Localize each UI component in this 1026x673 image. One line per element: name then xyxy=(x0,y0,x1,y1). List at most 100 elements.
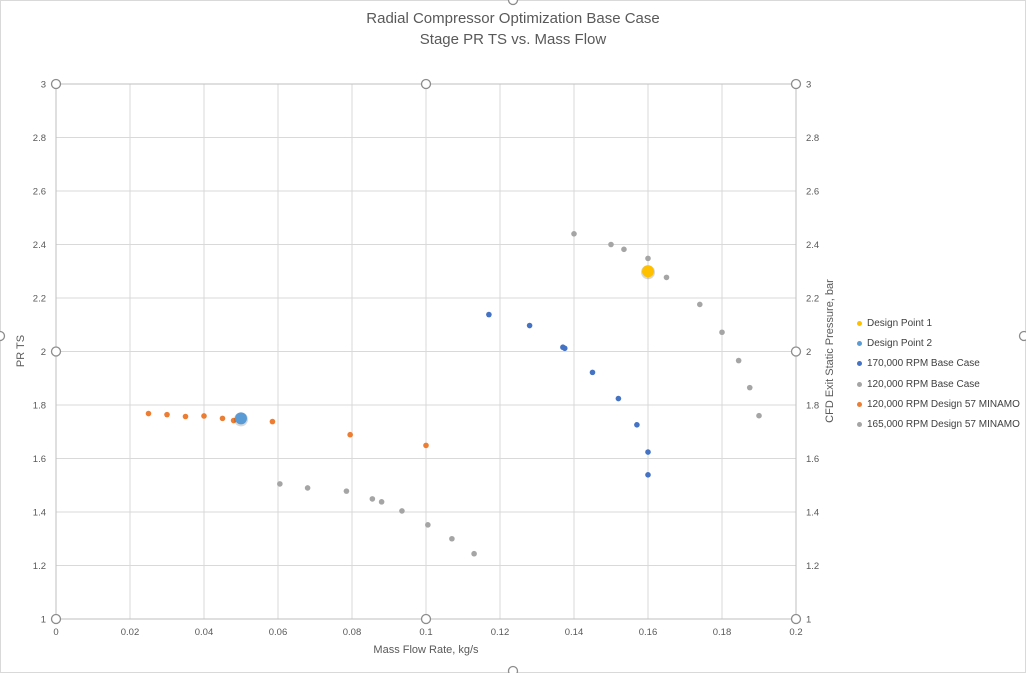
data-point xyxy=(230,417,237,424)
plot-resize-handle[interactable] xyxy=(50,346,62,357)
data-point xyxy=(486,311,492,318)
data-point xyxy=(526,322,533,329)
y-tick-label: 2 xyxy=(41,347,46,358)
data-point xyxy=(423,442,429,449)
legend-marker xyxy=(857,340,862,346)
y-tick-label: 1.2 xyxy=(33,561,46,572)
y2-tick-label: 2.6 xyxy=(806,187,819,198)
data-point xyxy=(201,413,207,419)
y-tick-label: 1 xyxy=(41,615,46,626)
chart-resize-handle[interactable] xyxy=(507,665,519,673)
legend-marker xyxy=(857,422,862,428)
data-point xyxy=(571,231,577,237)
design-point-marker xyxy=(235,412,247,425)
x-tick-label: 0.08 xyxy=(343,627,362,638)
data-point xyxy=(645,255,651,262)
data-point xyxy=(615,395,622,402)
y2-tick-label: 1.4 xyxy=(806,508,819,519)
y-tick-label: 1.4 xyxy=(33,508,46,519)
chart-subtitle: Stage PR TS vs. Mass Flow xyxy=(419,31,607,48)
chart-resize-handle[interactable] xyxy=(507,0,519,6)
chart-resize-handle[interactable] xyxy=(0,330,6,342)
plot-resize-handle[interactable] xyxy=(790,613,802,625)
y2-tick-label: 1 xyxy=(806,615,811,626)
gridlines xyxy=(55,83,797,620)
x-tick-label: 0 xyxy=(53,627,58,638)
x-tick-label: 0.18 xyxy=(713,627,732,638)
y-tick-label: 1.6 xyxy=(33,454,46,465)
legend-label: 120,000 RPM Design 57 MINAMO xyxy=(867,398,1020,410)
data-points xyxy=(145,231,762,557)
data-point xyxy=(645,449,651,455)
data-point xyxy=(219,415,226,422)
x-tick-label: 0.12 xyxy=(491,627,510,638)
data-point xyxy=(182,413,189,420)
legend-item: 170,000 RPM Base Case xyxy=(857,354,1020,374)
data-point xyxy=(634,421,640,428)
y2-tick-label: 3 xyxy=(806,80,811,91)
data-point xyxy=(746,384,753,391)
plot-resize-handle[interactable] xyxy=(420,78,432,90)
data-point xyxy=(719,329,725,336)
legend-marker xyxy=(857,401,862,407)
data-point xyxy=(471,550,477,557)
data-point xyxy=(164,411,170,418)
data-point xyxy=(663,274,670,281)
secondary-y-axis-label: CFD Exit Static Pressure, bar xyxy=(824,279,836,423)
legend-item: Design Point 2 xyxy=(857,333,1020,353)
legend-item: Design Point 1 xyxy=(857,313,1020,333)
data-point xyxy=(145,410,152,417)
x-axis-label: Mass Flow Rate, kg/s xyxy=(373,644,479,656)
legend-label: 120,000 RPM Base Case xyxy=(867,378,980,390)
data-point xyxy=(347,431,353,438)
data-point xyxy=(589,369,596,376)
legend-marker xyxy=(857,320,862,326)
plot-resize-handle[interactable] xyxy=(50,78,62,90)
y-tick-label: 3 xyxy=(41,80,46,91)
y-tick-label: 1.8 xyxy=(33,401,46,412)
data-point xyxy=(735,357,742,364)
data-point xyxy=(756,412,762,419)
chart-legend: Design Point 1 Design Point 2 170,000 RPM … xyxy=(857,313,1020,435)
legend-label: 165,000 RPM Design 57 MINAMO xyxy=(867,419,1020,431)
data-point xyxy=(269,418,276,425)
y-axis-label: PR TS xyxy=(15,334,27,368)
y-tick-label: 2.4 xyxy=(33,240,46,251)
x-tick-label: 0.04 xyxy=(195,627,214,638)
y-tick-label: 2.2 xyxy=(33,294,46,305)
plot-resize-handle[interactable] xyxy=(50,613,62,625)
legend-marker xyxy=(857,361,862,367)
chart-title: Radial Compressor Optimization Base Case xyxy=(366,10,660,27)
y2-tick-label: 2.2 xyxy=(806,294,819,305)
y-tick-label: 2.8 xyxy=(33,133,46,144)
data-point xyxy=(343,488,350,494)
plot-resize-handle[interactable] xyxy=(420,613,432,625)
legend-label: 170,000 RPM Base Case xyxy=(867,358,980,370)
y2-tick-label: 2 xyxy=(806,347,811,358)
data-point xyxy=(425,522,431,528)
data-point xyxy=(304,485,311,491)
y-tick-label: 2.6 xyxy=(33,187,46,198)
y2-tick-label: 1.2 xyxy=(806,561,819,572)
data-point xyxy=(645,472,651,478)
data-point xyxy=(608,241,614,248)
legend-item: 120,000 RPM Design 57 MINAMO xyxy=(857,394,1020,414)
y2-tick-label: 1.8 xyxy=(806,401,819,412)
data-point xyxy=(697,301,703,308)
plot-resize-handle[interactable] xyxy=(790,78,802,90)
data-point xyxy=(449,535,455,542)
x-tick-label: 0.2 xyxy=(789,627,802,638)
legend-item: 120,000 RPM Base Case xyxy=(857,374,1020,394)
y2-tick-label: 2.8 xyxy=(806,133,819,144)
x-tick-label: 0.06 xyxy=(269,627,288,638)
y2-tick-label: 2.4 xyxy=(806,240,819,251)
data-point xyxy=(378,499,385,505)
data-point xyxy=(369,496,376,502)
chart-resize-handle[interactable] xyxy=(1018,330,1026,342)
legend-label: Design Point 1 xyxy=(867,317,933,329)
design-point-marker xyxy=(642,265,654,278)
plot-resize-handle[interactable] xyxy=(790,346,802,357)
